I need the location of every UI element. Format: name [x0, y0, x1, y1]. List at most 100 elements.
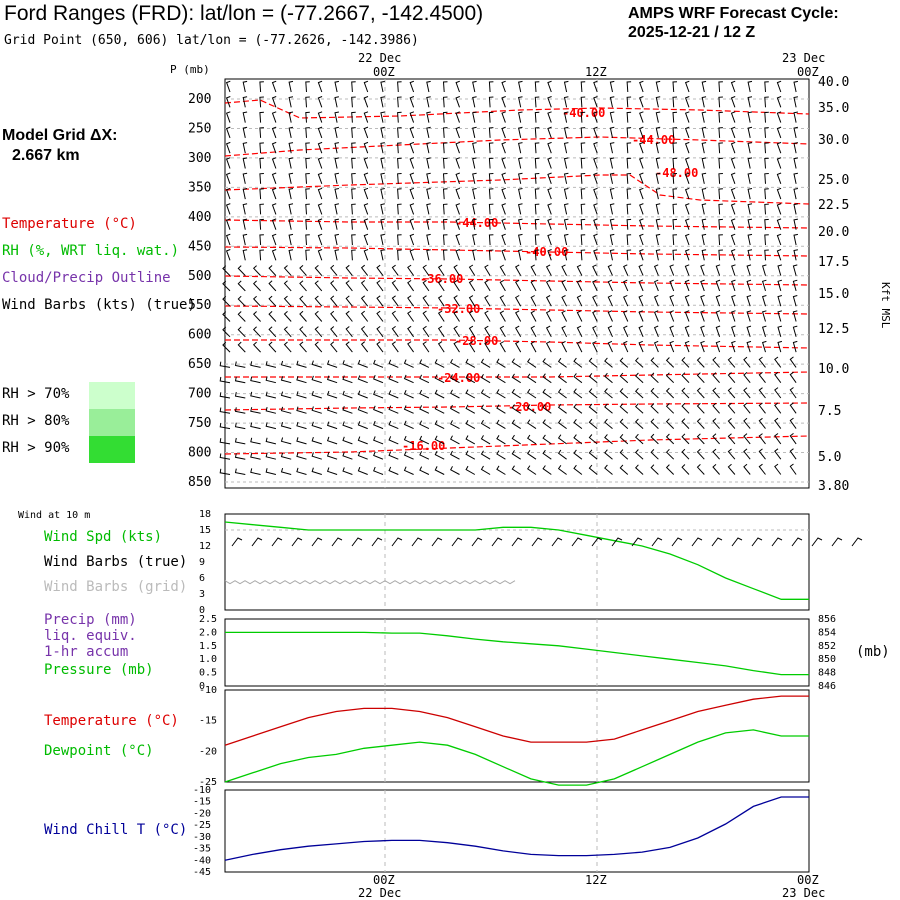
wind-barb: [623, 325, 629, 338]
wind-barb: [774, 417, 782, 429]
wind-barb: [727, 387, 736, 399]
wind-barb: [547, 141, 552, 154]
wind-barb: [730, 249, 736, 261]
wind-barb: [360, 264, 369, 276]
wind-barb: [557, 373, 567, 384]
wind-barb: [453, 325, 460, 338]
wind-barb: [609, 142, 615, 154]
wind-10m-tick-label: 0: [199, 605, 205, 616]
wind-barb: [296, 360, 307, 368]
wind-barb: [259, 218, 264, 230]
wind-barb: [480, 373, 491, 384]
wind-barb: [684, 249, 690, 261]
wind-barb: [534, 203, 540, 215]
wind-barb: [518, 96, 523, 108]
wind-10m-tick-label: 3: [199, 589, 205, 600]
wind-barb: [758, 387, 766, 399]
wind-barb: [792, 264, 798, 276]
height-tick-label: 22.5: [818, 198, 849, 213]
wind-barb: [681, 418, 690, 429]
wind-barb: [334, 142, 340, 154]
wind-barb: [422, 264, 430, 276]
wind-barb: [580, 234, 586, 246]
wind-barb: [409, 80, 415, 93]
wind-barb: [515, 340, 522, 353]
wind-barb: [764, 173, 769, 184]
wind-barb: [472, 188, 477, 200]
wind-barb: [345, 310, 353, 322]
wind-barb: [271, 80, 277, 93]
wind-barb: [363, 80, 369, 93]
wind-barb: [419, 435, 430, 445]
wind-barb: [619, 357, 629, 368]
legend-wind-barbs: Wind Barbs (kts) (true): [2, 297, 196, 313]
wind-barb: [634, 403, 644, 414]
wind-barb: [650, 387, 659, 399]
cycle-label: AMPS WRF Forecast Cycle:: [628, 5, 839, 22]
wind-barb: [681, 448, 690, 460]
wind-barb: [488, 218, 494, 230]
wind-barb: [265, 422, 277, 430]
wind-barb: [422, 341, 430, 353]
wind-barb: [326, 390, 338, 399]
wind-barbs-true-label: Wind Barbs (true): [44, 554, 188, 570]
wind-barb: [330, 280, 338, 292]
wind-barb: [684, 294, 690, 307]
wind-barb: [527, 465, 537, 475]
wind-barb: [761, 340, 767, 353]
wind-barb: [305, 157, 310, 169]
wind-barb: [593, 218, 598, 230]
wind-barb: [360, 295, 369, 307]
wind-barb: [317, 96, 323, 108]
wind-barb: [442, 111, 448, 123]
wind-barb: [573, 419, 583, 429]
temperature-contour: [224, 402, 810, 411]
wind-barb: [592, 295, 598, 307]
wind-barb: [222, 326, 231, 338]
wind-barb: [426, 188, 431, 200]
wind-barb: [731, 340, 736, 353]
wind-barb: [391, 295, 399, 307]
wind-barb: [488, 157, 494, 169]
wind-barb: [592, 264, 598, 276]
wind-barb: [731, 294, 736, 307]
wind-chill-tick-label: -40: [193, 855, 211, 866]
wind-barb: [484, 341, 491, 353]
wind-10m-barb: [711, 537, 723, 547]
wind-barb: [259, 157, 264, 169]
wind-barb: [792, 295, 798, 307]
wind-barb: [271, 96, 277, 108]
wind-barb: [609, 157, 615, 169]
temperature-contour: [224, 219, 810, 229]
wind-barb: [712, 387, 720, 399]
pressure-tick-label: 856: [818, 614, 836, 625]
bottom-hour-label: 12Z: [585, 873, 607, 887]
wind-barb: [672, 249, 678, 261]
wind-barb: [326, 360, 338, 368]
wind-barb: [219, 376, 231, 384]
wind-barb: [534, 127, 540, 138]
wind-barb: [793, 111, 799, 123]
wind-barb: [684, 325, 690, 337]
wind-barb: [455, 249, 460, 261]
wind-barb: [653, 294, 659, 307]
wind-barb: [727, 433, 736, 445]
wind-barb: [305, 96, 310, 108]
wind-barb: [237, 265, 246, 276]
wind-barb: [774, 356, 782, 368]
wind-barb: [634, 357, 644, 368]
wind-barb: [715, 294, 721, 307]
wind-barb: [437, 264, 445, 276]
wind-barb: [465, 404, 476, 414]
wind-barb: [793, 157, 799, 169]
wind-barb: [547, 96, 552, 108]
wind-barb: [465, 389, 476, 399]
wind-barb: [363, 172, 369, 184]
wind-barb: [250, 407, 261, 414]
wind-barb: [655, 157, 661, 169]
wind-barb: [774, 463, 782, 475]
wind-barb: [534, 142, 540, 154]
wind-barb: [376, 280, 384, 292]
wind-barb: [465, 435, 476, 445]
wind-barb: [639, 126, 644, 139]
